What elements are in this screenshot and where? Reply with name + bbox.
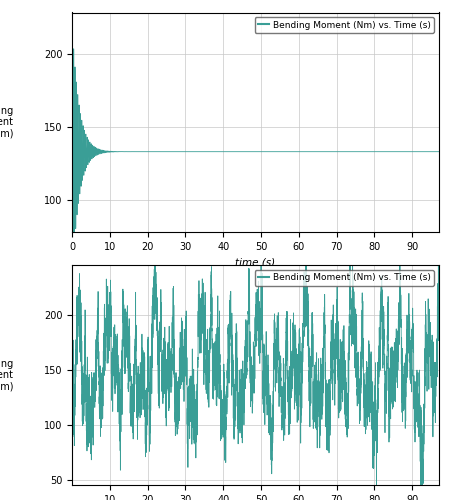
Legend: Bending Moment (Nm) vs. Time (s): Bending Moment (Nm) vs. Time (s)	[255, 17, 434, 33]
Bending Moment (Nm) vs. Time (s)	[284, 308, 289, 314]
Bending Moment (Nm) vs. Time (s)	[177, 367, 183, 373]
Y-axis label: Bending
Moment
(Nm): Bending Moment (Nm)	[0, 358, 13, 392]
Bending Moment (Nm) vs. Time (s)	[168, 359, 173, 365]
Bending Moment (Nm) vs. Time (s)	[69, 148, 75, 154]
Bending Moment (Nm) vs. Time (s)	[364, 148, 370, 154]
Bending Moment (Nm) vs. Time (s)	[168, 148, 173, 154]
Bending Moment (Nm) vs. Time (s)	[69, 344, 75, 350]
Bending Moment (Nm) vs. Time (s)	[70, 262, 76, 268]
Legend: Bending Moment (Nm) vs. Time (s): Bending Moment (Nm) vs. Time (s)	[255, 270, 434, 286]
Bending Moment (Nm) vs. Time (s)	[369, 384, 374, 390]
Text: (a) With a fixed damping constant: (a) With a fixed damping constant	[148, 294, 363, 307]
Bending Moment (Nm) vs. Time (s)	[436, 148, 441, 154]
X-axis label: time (s): time (s)	[235, 258, 275, 268]
Bending Moment (Nm) vs. Time (s)	[364, 402, 370, 408]
Bending Moment (Nm) vs. Time (s)	[70, 24, 75, 30]
Bending Moment (Nm) vs. Time (s)	[80, 392, 85, 398]
Bending Moment (Nm) vs. Time (s)	[80, 176, 85, 182]
Bending Moment (Nm) vs. Time (s)	[436, 276, 441, 281]
Bending Moment (Nm) vs. Time (s)	[420, 499, 425, 500]
Bending Moment (Nm) vs. Time (s)	[152, 236, 158, 242]
Line: Bending Moment (Nm) vs. Time (s): Bending Moment (Nm) vs. Time (s)	[72, 27, 439, 265]
Bending Moment (Nm) vs. Time (s)	[284, 148, 289, 154]
Line: Bending Moment (Nm) vs. Time (s): Bending Moment (Nm) vs. Time (s)	[72, 238, 439, 500]
Bending Moment (Nm) vs. Time (s)	[369, 148, 374, 154]
Bending Moment (Nm) vs. Time (s)	[177, 148, 183, 154]
Y-axis label: Bending
Moment
(Nm): Bending Moment (Nm)	[0, 106, 13, 139]
